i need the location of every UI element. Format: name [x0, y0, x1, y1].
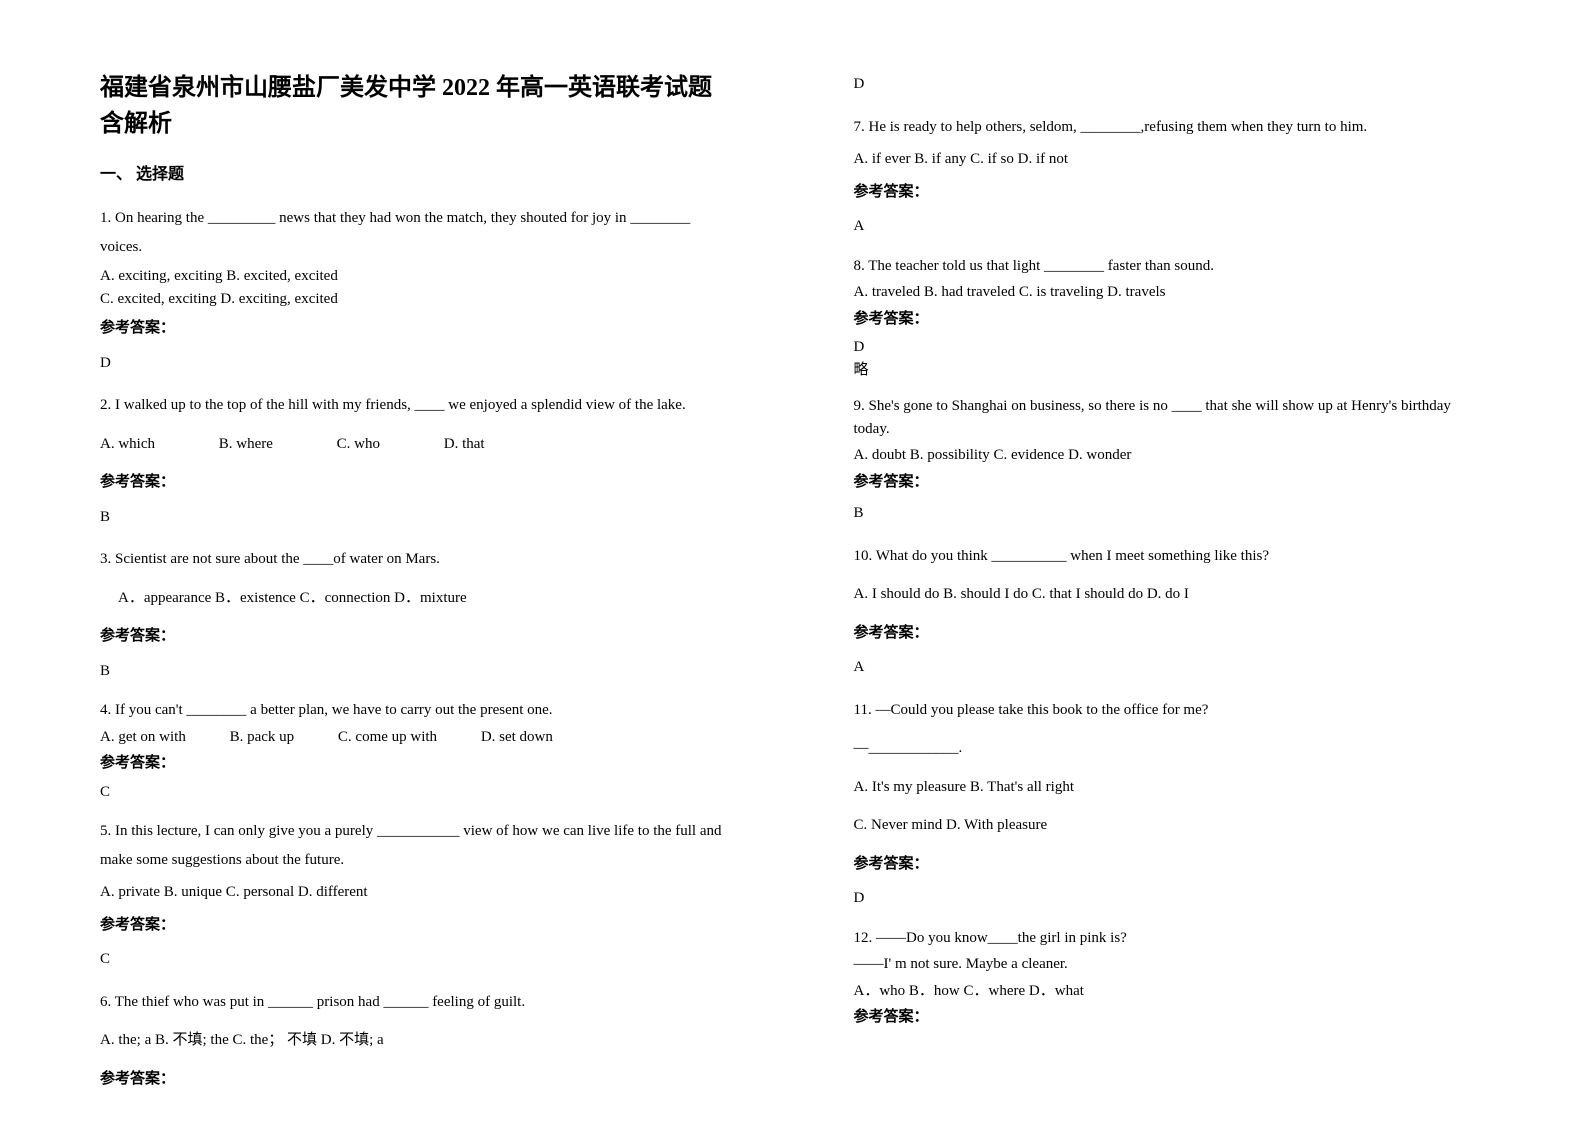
q2-answer: B [100, 503, 734, 532]
q11-opt-line1: A. It's my pleasure B. That's all right [854, 773, 1488, 802]
answer-label: 参考答案： [854, 850, 1488, 879]
answer-label: 参考答案： [854, 1006, 1488, 1029]
q5-answer: C [100, 945, 734, 974]
answer-label: 参考答案： [100, 752, 734, 775]
q1-opt-line2: C. excited, exciting D. exciting, excite… [100, 288, 734, 311]
answer-label: 参考答案： [854, 471, 1488, 494]
right-column: D 7. He is ready to help others, seldom,… [794, 0, 1587, 1122]
answer-label: 参考答案： [100, 468, 734, 497]
q4-opt-b: B. pack up [230, 726, 295, 749]
q11-stem2: —____________. [854, 734, 1488, 763]
section-heading: 一、 选择题 [100, 160, 734, 190]
answer-label: 参考答案： [100, 1065, 734, 1094]
document-title: 福建省泉州市山腰盐厂美发中学 2022 年高一英语联考试题含解析 [100, 70, 734, 142]
omit-text: 略 [854, 359, 1488, 382]
q4-stem: 4. If you can't ________ a better plan, … [100, 699, 734, 722]
answer-label: 参考答案： [854, 178, 1488, 207]
q5-options: A. private B. unique C. personal D. diff… [100, 878, 734, 907]
q4-answer: C [100, 781, 734, 804]
q8-options: A. traveled B. had traveled C. is travel… [854, 281, 1488, 304]
q4-options: A. get on with B. pack up C. come up wit… [100, 726, 734, 749]
q2-options: A. which B. where C. who D. that [100, 430, 734, 459]
q11-stem1: 11. —Could you please take this book to … [854, 696, 1488, 725]
answer-label: 参考答案： [100, 911, 734, 940]
q4-opt-a: A. get on with [100, 726, 186, 749]
q7-options: A. if ever B. if any C. if so D. if not [854, 145, 1488, 174]
q12-stem1: 12. ——Do you know____the girl in pink is… [854, 927, 1488, 950]
q9-stem: 9. She's gone to Shanghai on business, s… [854, 395, 1488, 440]
q10-options: A. I should do B. should I do C. that I … [854, 580, 1488, 609]
q7-answer: A [854, 212, 1488, 241]
page-spread: 福建省泉州市山腰盐厂美发中学 2022 年高一英语联考试题含解析 一、 选择题 … [0, 0, 1587, 1122]
q2-opt-a: A. which [100, 430, 155, 459]
q9-answer: B [854, 499, 1488, 528]
q12-stem2: ——I' m not sure. Maybe a cleaner. [854, 953, 1488, 976]
q10-answer: A [854, 653, 1488, 682]
q8-stem: 8. The teacher told us that light ______… [854, 255, 1488, 278]
answer-label: 参考答案： [100, 314, 734, 343]
q2-stem: 2. I walked up to the top of the hill wi… [100, 391, 734, 420]
q3-answer: B [100, 657, 734, 686]
q12-options: A．who B．how C．where D．what [854, 980, 1488, 1003]
answer-label: 参考答案： [854, 308, 1488, 331]
q4-opt-c: C. come up with [338, 726, 437, 749]
answer-label: 参考答案： [854, 619, 1488, 648]
q4-opt-d: D. set down [481, 726, 553, 749]
q3-stem: 3. Scientist are not sure about the ____… [100, 545, 734, 574]
q9-options: A. doubt B. possibility C. evidence D. w… [854, 444, 1488, 467]
q1-stem: 1. On hearing the _________ news that th… [100, 204, 734, 261]
q1-opt-line1: A. exciting, exciting B. excited, excite… [100, 265, 734, 288]
answer-label: 参考答案： [100, 622, 734, 651]
q3-options: A．appearance B．existence C．connection D．… [100, 584, 734, 613]
q1-answer: D [100, 349, 734, 378]
q7-stem: 7. He is ready to help others, seldom, _… [854, 113, 1488, 142]
q11-answer: D [854, 884, 1488, 913]
q5-stem: 5. In this lecture, I can only give you … [100, 817, 734, 874]
q6-stem: 6. The thief who was put in ______ priso… [100, 988, 734, 1017]
q2-opt-d: D. that [444, 430, 485, 459]
q11-options: A. It's my pleasure B. That's all right … [854, 773, 1488, 840]
q2-opt-c: C. who [337, 430, 380, 459]
q6-options: A. the; a B. 不填; the C. the； 不填 D. 不填; a [100, 1026, 734, 1055]
q10-stem: 10. What do you think __________ when I … [854, 542, 1488, 571]
left-column: 福建省泉州市山腰盐厂美发中学 2022 年高一英语联考试题含解析 一、 选择题 … [0, 0, 794, 1122]
q8-answer: D [854, 336, 1488, 359]
q1-options: A. exciting, exciting B. excited, excite… [100, 265, 734, 310]
q6-answer: D [854, 70, 1488, 99]
q2-opt-b: B. where [219, 430, 273, 459]
q11-opt-line2: C. Never mind D. With pleasure [854, 811, 1488, 840]
